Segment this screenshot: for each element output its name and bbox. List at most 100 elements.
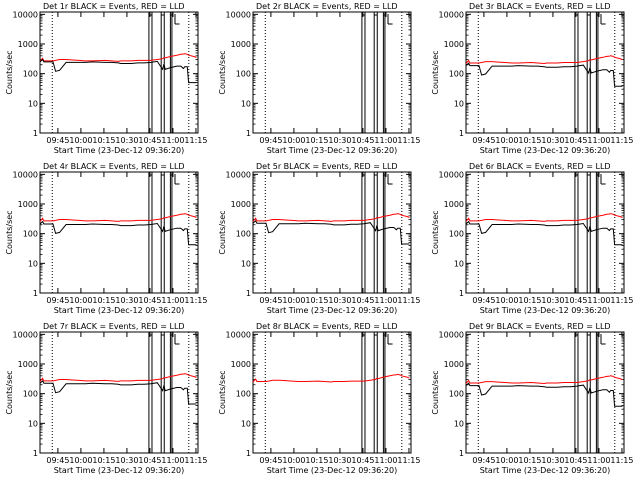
x-tick-label: 11:00 [374,456,397,465]
panel-title: Det 1r BLACK = Events, RED = LLD [43,2,185,11]
y-tick-label: 100 [449,390,464,399]
y-tick-label: 100 [449,230,464,239]
y-tick-label: 10 [454,419,464,428]
y-tick-label: 1000 [444,360,464,369]
panel-title: Det 3r BLACK = Events, RED = LLD [469,2,611,11]
x-tick-label: 10:30 [328,296,351,305]
y-tick-label: 1000 [231,40,251,49]
y-tick-label: 10000 [13,170,38,179]
y-axis-label: Counts/sec [5,370,14,414]
x-tick-label: 11:15 [610,136,633,145]
x-tick-label: 10:15 [305,456,328,465]
x-tick-label: 11:00 [587,456,610,465]
panel-title: Det 8r BLACK = Events, RED = LLD [256,322,398,331]
y-tick-label: 1000 [231,200,251,209]
y-tick-label: 10000 [226,170,251,179]
x-tick-label: 11:15 [397,456,420,465]
y-tick-label: 10000 [439,10,464,19]
y-tick-label: 1000 [18,360,38,369]
x-tick-label: 10:45 [564,296,587,305]
lld-series-line [465,375,623,385]
x-tick-label: 10:45 [564,456,587,465]
x-tick-label: 11:15 [610,296,633,305]
x-tick-label: 11:15 [184,296,207,305]
y-axis-label: Counts/sec [218,50,227,94]
x-tick-label: 10:15 [92,136,115,145]
panel-title: Det 2r BLACK = Events, RED = LLD [256,2,398,11]
panel-title: Det 6r BLACK = Events, RED = LLD [469,162,611,171]
y-tick-label: 10000 [226,10,251,19]
y-axis-label: Counts/sec [431,210,440,254]
y-tick-label: 1 [33,449,38,458]
x-tick-label: 10:15 [305,136,328,145]
x-axis-label: Start Time (23-Dec-12 09:36:20) [267,466,398,475]
y-tick-label: 100 [236,390,251,399]
x-axis-label: Start Time (23-Dec-12 09:36:20) [267,146,398,155]
x-tick-label: 09:45 [46,136,69,145]
panel-7: Det 7r BLACK = Events, RED = LLD 1 10 100 10… [5,322,207,475]
y-axis-label: Counts/sec [218,370,227,414]
x-tick-label: 10:00 [282,136,305,145]
y-tick-label: 10000 [439,330,464,339]
panel-6: Det 6r BLACK = Events, RED = LLD 1 10 100 10… [431,162,633,315]
panel-9: Det 9r BLACK = Events, RED = LLD 1 10 100 10… [431,322,633,475]
x-tick-label: 11:15 [397,296,420,305]
x-tick-label: 10:15 [92,456,115,465]
x-axis-label: Start Time (23-Dec-12 09:36:20) [54,466,185,475]
lld-series-line [465,213,623,222]
x-tick-label: 09:45 [259,456,282,465]
x-tick-label: 10:00 [495,296,518,305]
plot-frame [465,171,625,294]
x-tick-label: 09:45 [472,456,495,465]
y-tick-label: 10 [241,99,251,108]
x-tick-label: 10:45 [351,136,374,145]
x-tick-label: 11:15 [610,456,633,465]
y-tick-label: 10000 [13,330,38,339]
y-axis-label: Counts/sec [431,370,440,414]
y-tick-label: 10 [241,259,251,268]
x-tick-label: 10:00 [69,296,92,305]
x-tick-label: 10:45 [138,296,161,305]
events-series-line [465,62,623,87]
x-tick-label: 11:15 [397,136,420,145]
x-axis-label: Start Time (23-Dec-12 09:36:20) [480,466,611,475]
x-tick-label: 10:15 [518,296,541,305]
panel-title: Det 9r BLACK = Events, RED = LLD [469,322,611,331]
lld-series-line [39,373,197,382]
lld-series-line [252,373,410,383]
y-tick-label: 10000 [13,10,38,19]
plot-frame [39,11,199,134]
panel-8: Det 8r BLACK = Events, RED = LLD 1 10 100 10… [218,322,420,475]
y-tick-label: 1 [246,449,251,458]
x-tick-label: 11:00 [374,296,397,305]
y-tick-label: 1000 [444,40,464,49]
x-tick-label: 10:30 [115,296,138,305]
plot-frame [252,11,412,134]
x-tick-label: 10:00 [495,136,518,145]
plot-frame [39,171,199,294]
plot-frame [39,331,199,454]
y-tick-label: 1 [459,449,464,458]
lld-series-line [39,213,197,222]
y-tick-label: 1 [459,289,464,298]
panel-title: Det 4r BLACK = Events, RED = LLD [43,162,185,171]
y-tick-label: 1 [246,289,251,298]
x-tick-label: 11:15 [184,136,207,145]
x-axis-label: Start Time (23-Dec-12 09:36:20) [54,306,185,315]
x-tick-label: 11:00 [161,456,184,465]
x-tick-label: 09:45 [46,296,69,305]
y-tick-label: 1000 [231,360,251,369]
y-tick-label: 10000 [226,330,251,339]
x-tick-label: 09:45 [46,456,69,465]
y-tick-label: 10 [454,259,464,268]
x-tick-label: 10:15 [305,296,328,305]
x-tick-label: 10:30 [328,456,351,465]
x-tick-label: 10:45 [564,136,587,145]
x-axis-label: Start Time (23-Dec-12 09:36:20) [267,306,398,315]
events-series-line [465,220,623,246]
events-series-line [252,220,410,245]
y-tick-label: 10 [454,99,464,108]
y-axis-label: Counts/sec [218,210,227,254]
x-tick-label: 11:15 [184,456,207,465]
events-series-line [39,220,197,246]
